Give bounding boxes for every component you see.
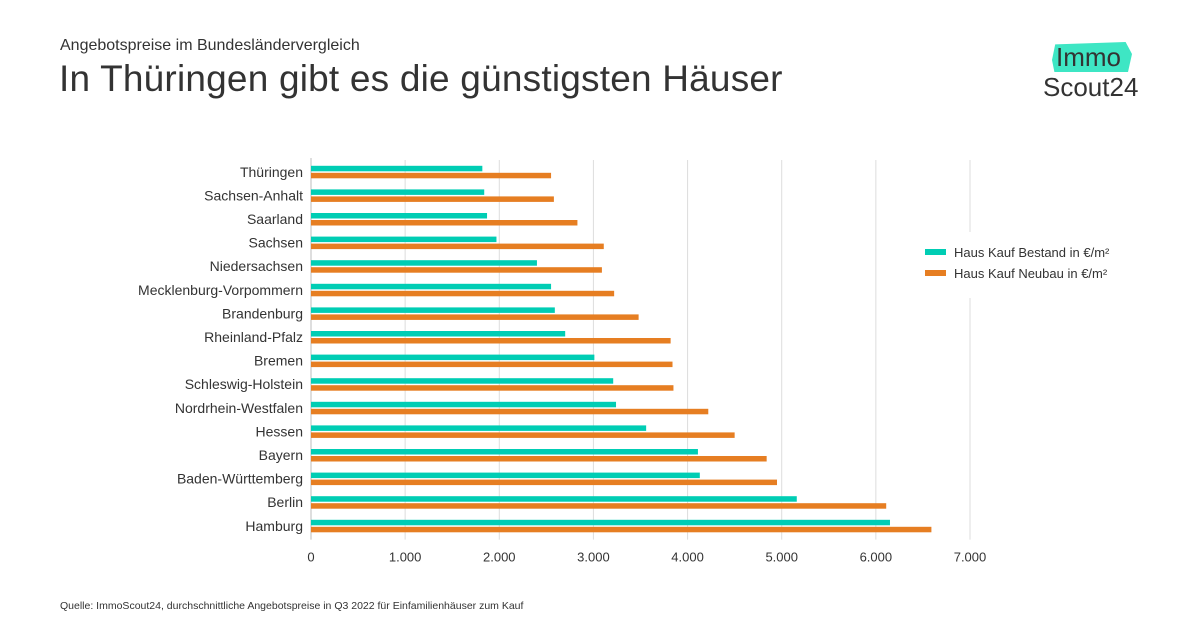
category-label: Hamburg bbox=[245, 518, 303, 534]
bar-neubau bbox=[311, 314, 639, 320]
category-labels: Thüringen Sachsen-Anhalt Saarland Sachsen Ni… bbox=[138, 164, 303, 534]
bar-neubau bbox=[311, 385, 674, 391]
category-label: Bremen bbox=[254, 353, 303, 369]
logo-text-scout24: Scout24 bbox=[1043, 72, 1139, 102]
category-label: Niedersachsen bbox=[210, 258, 303, 274]
logo-accent-shape bbox=[1052, 42, 1132, 72]
bar-neubau bbox=[311, 479, 778, 486]
bar-neubau bbox=[311, 243, 604, 250]
category-label: Schleswig-Holstein bbox=[185, 376, 303, 392]
bar-neubau bbox=[311, 172, 552, 179]
chart-subtitle: Angebotspreise im Bundesländervergleich bbox=[60, 37, 360, 54]
x-tick-label: 6.000 bbox=[860, 550, 893, 565]
category-label: Hessen bbox=[256, 423, 303, 439]
bar-bestand bbox=[311, 519, 890, 526]
bar-bestand bbox=[311, 354, 595, 361]
bar-neubau bbox=[311, 267, 602, 273]
bar-neubau bbox=[311, 456, 767, 462]
bar-neubau bbox=[311, 361, 673, 368]
bar-bestand bbox=[311, 401, 617, 408]
bar-bestand bbox=[311, 472, 700, 479]
category-label: Brandenburg bbox=[222, 305, 303, 321]
bar-bestand bbox=[311, 236, 497, 243]
bar-bestand bbox=[311, 307, 555, 313]
category-label: Berlin bbox=[267, 494, 303, 510]
bar-neubau bbox=[311, 290, 615, 297]
source-note: Quelle: ImmoScout24, durchschnittliche A… bbox=[60, 600, 524, 612]
legend-swatch bbox=[925, 249, 946, 255]
bar-bestand bbox=[311, 331, 566, 337]
bar-neubau bbox=[311, 338, 671, 344]
category-label: Nordrhein-Westfalen bbox=[175, 400, 303, 416]
category-label: Bayern bbox=[259, 447, 303, 463]
bar-bestand bbox=[311, 165, 483, 172]
category-label: Thüringen bbox=[240, 164, 303, 180]
bar-neubau bbox=[311, 196, 554, 202]
bar-neubau bbox=[311, 220, 578, 226]
legend-label: Haus Kauf Neubau in €/m² bbox=[954, 266, 1108, 281]
bar-bestand bbox=[311, 189, 485, 195]
legend-swatch bbox=[925, 270, 946, 276]
chart-title: In Thüringen gibt es die günstigsten Häu… bbox=[59, 58, 783, 99]
x-tick-label: 1.000 bbox=[389, 550, 422, 565]
logo-text-immo: Immo bbox=[1056, 42, 1121, 72]
bar-neubau bbox=[311, 408, 709, 415]
x-tick-label: 4.000 bbox=[671, 550, 704, 565]
x-tick-label: 5.000 bbox=[765, 550, 798, 565]
x-tick-label: 2.000 bbox=[483, 550, 516, 565]
category-label: Saarland bbox=[247, 211, 303, 227]
category-label: Rheinland-Pfalz bbox=[204, 329, 303, 345]
bars bbox=[311, 165, 932, 533]
x-tick-label: 0 bbox=[307, 550, 314, 565]
category-label: Sachsen bbox=[249, 235, 303, 251]
category-label: Sachsen-Anhalt bbox=[204, 187, 303, 203]
bar-neubau bbox=[311, 503, 887, 509]
bar-bestand bbox=[311, 283, 552, 290]
bar-bestand bbox=[311, 496, 797, 502]
legend-label: Haus Kauf Bestand in €/m² bbox=[954, 245, 1110, 260]
category-label: Mecklenburg-Vorpommern bbox=[138, 282, 303, 298]
bar-neubau bbox=[311, 432, 735, 438]
bar-bestand bbox=[311, 213, 488, 219]
bar-neubau bbox=[311, 526, 932, 533]
x-tick-label: 7.000 bbox=[954, 550, 987, 565]
bar-bestand bbox=[311, 378, 614, 384]
x-tick-label: 3.000 bbox=[577, 550, 610, 565]
bar-bestand bbox=[311, 449, 698, 455]
bar-bestand bbox=[311, 425, 647, 431]
immoscout24-logo: Immo Scout24 bbox=[1040, 42, 1140, 102]
bar-bestand bbox=[311, 260, 537, 266]
legend: Haus Kauf Bestand in €/m² Haus Kauf Neuba… bbox=[925, 245, 1110, 281]
category-label: Baden-Württemberg bbox=[177, 471, 303, 487]
x-axis-tick-labels: 0 1.000 2.000 3.000 4.000 5.000 6.000 7.000 bbox=[307, 550, 986, 565]
